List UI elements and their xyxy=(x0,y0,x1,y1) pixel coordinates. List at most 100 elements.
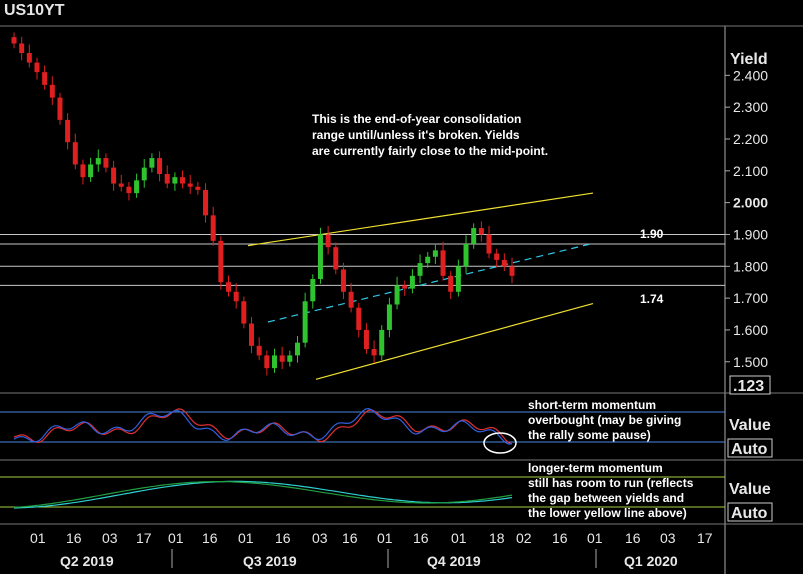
candle-body xyxy=(180,177,186,184)
y-tick-label: 1.900 xyxy=(733,226,768,242)
long-panel-axis-label: Value xyxy=(729,481,771,498)
candle-body xyxy=(249,323,255,346)
short-note-line-2: overbought (may be giving xyxy=(528,413,681,427)
candle-body xyxy=(11,37,17,44)
candle-body xyxy=(440,250,446,276)
candle-body xyxy=(226,282,232,292)
y-tick-label: 1.600 xyxy=(733,322,768,338)
candle-body xyxy=(88,164,94,178)
candle-body xyxy=(126,186,132,194)
candle-body xyxy=(317,234,323,280)
short-momentum-line-b xyxy=(13,407,513,445)
candle-body xyxy=(310,279,316,302)
candle-body xyxy=(49,84,55,98)
short-panel-auto-label: Auto xyxy=(731,441,768,458)
candle-body xyxy=(302,301,308,343)
candle-body xyxy=(111,167,117,184)
channel-upper-line xyxy=(247,192,594,247)
candle-body xyxy=(149,158,155,168)
x-day-tick-label: 16 xyxy=(202,530,218,546)
candle-body xyxy=(402,285,408,289)
short-term-momentum-panel xyxy=(0,407,725,445)
y-tick-label: 1.800 xyxy=(733,258,768,274)
candle-body xyxy=(164,173,170,184)
candle-body xyxy=(294,342,300,356)
x-period-label: Q2 2019 xyxy=(60,553,114,569)
x-day-tick-label: 03 xyxy=(660,530,676,546)
y-tick-label: 2.100 xyxy=(733,163,768,179)
candle-body xyxy=(340,269,346,292)
y-tick-label: 2.000 xyxy=(733,195,768,211)
plot-background xyxy=(0,26,803,574)
candle-body xyxy=(425,256,431,264)
candlesticks xyxy=(11,32,515,376)
last-value-text: .123 xyxy=(733,378,764,395)
level-high-label: 1.90 xyxy=(640,227,664,241)
candle-body xyxy=(478,228,484,235)
candle-body xyxy=(279,355,285,362)
long-note-line-3: the gap between yields and xyxy=(528,491,684,505)
overbought-highlight-circle xyxy=(483,432,517,454)
y-tick-label: 1.500 xyxy=(733,354,768,370)
channel-lower-line xyxy=(315,302,594,380)
candle-body xyxy=(455,266,461,292)
candle-body xyxy=(141,167,147,181)
x-day-tick-label: 16 xyxy=(413,530,429,546)
x-day-tick-label: 17 xyxy=(136,530,152,546)
x-day-tick-label: 16 xyxy=(342,530,358,546)
candle-body xyxy=(494,253,500,260)
candle-body xyxy=(486,234,492,254)
x-day-tick-label: 18 xyxy=(489,530,505,546)
x-period-label: Q3 2019 xyxy=(243,553,297,569)
candle-body xyxy=(371,349,377,356)
x-day-tick-label: 01 xyxy=(30,530,46,546)
short-panel-auto-button[interactable] xyxy=(727,438,773,458)
x-period-label: Q1 2020 xyxy=(624,553,678,569)
x-day-tick-label: 02 xyxy=(516,530,532,546)
last-value-box xyxy=(729,375,771,395)
main-note-line-1: This is the end-of-year consolidation xyxy=(312,112,521,126)
candle-body xyxy=(256,345,262,356)
candle-body xyxy=(118,183,124,187)
candle-body xyxy=(187,183,193,187)
candle-body xyxy=(218,240,224,283)
candle-body xyxy=(80,164,86,178)
candle-body xyxy=(348,291,354,308)
candle-body xyxy=(264,355,270,369)
short-panel-axis-label: Value xyxy=(729,417,771,434)
candle-body xyxy=(233,291,239,302)
candle-body xyxy=(195,186,201,190)
long-momentum-line-b xyxy=(13,481,513,508)
x-day-tick-label: 16 xyxy=(275,530,291,546)
x-period-label: Q4 2019 xyxy=(427,553,481,569)
candle-body xyxy=(271,355,277,369)
long-term-momentum-panel xyxy=(0,476,725,509)
y-tick-label: 2.300 xyxy=(733,99,768,115)
horizontal-levels xyxy=(0,233,725,286)
candle-body xyxy=(409,275,415,289)
long-panel-auto-button[interactable] xyxy=(727,502,773,522)
candle-body xyxy=(325,234,331,248)
candle-body xyxy=(287,355,293,362)
x-day-tick-label: 01 xyxy=(377,530,393,546)
candle-body xyxy=(333,247,339,270)
candle-body xyxy=(65,119,71,143)
y-tick-label: 2.200 xyxy=(733,131,768,147)
candle-body xyxy=(448,275,454,292)
x-day-tick-label: 01 xyxy=(587,530,603,546)
candle-body xyxy=(356,307,362,330)
candle-body xyxy=(203,189,209,216)
candle-body xyxy=(19,43,25,54)
x-day-tick-label: 16 xyxy=(66,530,82,546)
y-tick-label: 2.400 xyxy=(733,67,768,83)
candle-body xyxy=(172,177,178,184)
x-day-tick-label: 17 xyxy=(697,530,713,546)
x-day-tick-label: 01 xyxy=(168,530,184,546)
channel-mid-line xyxy=(267,242,594,323)
long-note-line-1: longer-term momentum xyxy=(528,461,663,475)
x-day-tick-label: 01 xyxy=(451,530,467,546)
candle-body xyxy=(210,215,216,241)
candle-body xyxy=(379,329,385,356)
